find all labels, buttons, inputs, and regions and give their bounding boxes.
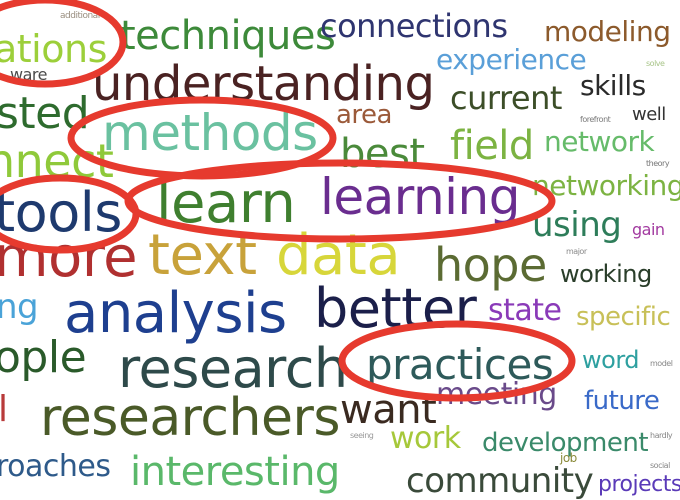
word-learning: learning (320, 168, 520, 226)
word-meeting: meeting (436, 377, 557, 412)
word-ations: ations (0, 27, 107, 71)
word-well: well (632, 104, 666, 125)
word-seeing: seeing (350, 431, 374, 440)
word-model: model (650, 359, 673, 368)
word-development: development (482, 428, 649, 458)
word-field: field (450, 123, 534, 169)
word-community: community (406, 461, 594, 500)
word-network: network (544, 125, 655, 158)
word-networking: networking (532, 169, 680, 202)
word-job: job (560, 451, 577, 465)
word-social: social (650, 461, 670, 470)
word-more: more (0, 225, 138, 290)
word-using: using (532, 205, 622, 245)
word-interesting: interesting (130, 449, 340, 495)
word-ware: ware (10, 65, 47, 84)
word-methods: methods (102, 104, 318, 162)
word-current: current (450, 79, 562, 117)
word-state: state (488, 293, 562, 328)
word-forefront: forefront (580, 115, 611, 124)
word-analysis: analysis (64, 281, 287, 346)
word-roaches: roaches (0, 449, 111, 484)
word-sted: sted (0, 88, 90, 139)
word-research: research (118, 337, 348, 400)
word-text: text (148, 223, 257, 288)
word-additional: additional (60, 11, 100, 21)
word-theory: theory (646, 159, 670, 168)
word-l: l (0, 389, 8, 430)
word-experience: experience (436, 43, 587, 76)
word-hope: hope (434, 238, 547, 292)
word-connections: connections (320, 7, 508, 45)
word-solve: solve (646, 59, 665, 68)
word-better: better (314, 277, 477, 340)
word-word: word (582, 346, 640, 374)
word-hardly: hardly (650, 431, 673, 440)
word-specific: specific (576, 302, 671, 332)
word-projects: projects (598, 472, 680, 497)
word-data: data (276, 223, 401, 288)
word-researchers: researchers (40, 388, 340, 448)
word-skills: skills (580, 69, 646, 102)
word-techniques: techniques (120, 13, 336, 59)
word-area: area (336, 100, 392, 130)
word-working: working (560, 260, 652, 288)
word-future: future (584, 386, 660, 416)
word-ng: ng (0, 287, 39, 327)
word-gain: gain (632, 220, 665, 239)
word-ople: ople (0, 332, 87, 383)
word-work: work (390, 421, 461, 456)
word-nnect: nnect (0, 134, 114, 188)
word-modeling: modeling (544, 15, 671, 48)
word-major: major (566, 247, 587, 256)
